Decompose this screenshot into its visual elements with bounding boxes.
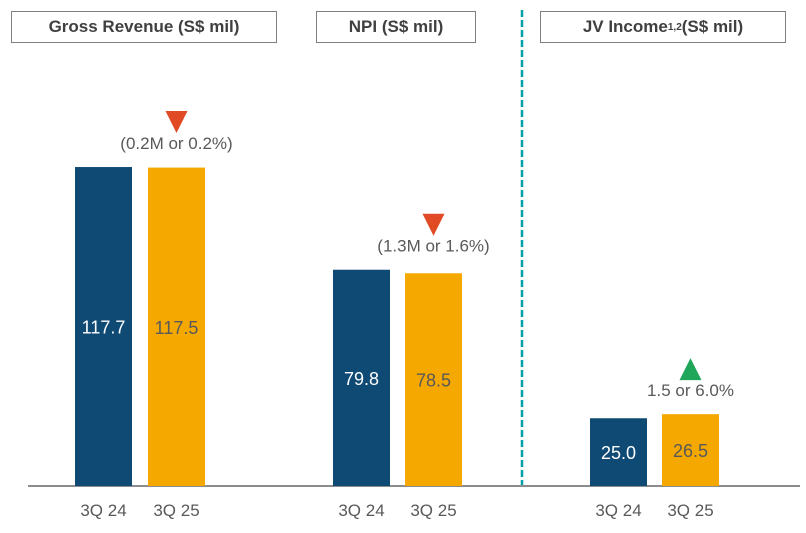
increase-triangle-icon xyxy=(679,358,702,381)
bar-3q25 xyxy=(662,414,719,486)
npi-title: NPI (S$ mil) xyxy=(316,11,476,43)
change-label: (1.3M or 1.6%) xyxy=(377,237,489,256)
bar-3q24 xyxy=(333,269,390,486)
title-text: JV Income xyxy=(582,17,668,36)
jv-income-title: JV Income 1,2 (S$ mil) xyxy=(540,11,786,43)
data-label: 117.5 xyxy=(155,318,199,338)
change-label: 1.5 or 6.0% xyxy=(647,381,734,400)
category-label: 3Q 24 xyxy=(80,501,126,520)
category-label: 3Q 25 xyxy=(667,501,713,520)
data-label: 78.5 xyxy=(416,371,451,391)
category-label: 3Q 25 xyxy=(410,501,456,520)
title-text: Gross Revenue (S$ mil) xyxy=(48,17,240,36)
footnote-ref: 1,2 xyxy=(667,21,682,33)
category-label: 3Q 24 xyxy=(595,501,641,520)
title-text: NPI (S$ mil) xyxy=(348,17,444,36)
data-label: 26.5 xyxy=(673,441,708,461)
bar-3q25 xyxy=(148,167,205,486)
data-label: 25.0 xyxy=(601,443,636,463)
title-suffix: (S$ mil) xyxy=(681,17,744,36)
bar-3q25 xyxy=(405,273,462,486)
decrease-triangle-icon xyxy=(165,111,188,134)
category-label: 3Q 25 xyxy=(153,501,199,520)
data-label: 79.8 xyxy=(344,369,379,389)
change-label: (0.2M or 0.2%) xyxy=(120,134,232,153)
data-label: 117.7 xyxy=(82,318,126,338)
bar-3q24 xyxy=(590,418,647,486)
bar-3q24 xyxy=(75,167,132,486)
category-label: 3Q 24 xyxy=(338,501,384,520)
gross-revenue-title: Gross Revenue (S$ mil) xyxy=(11,11,277,43)
decrease-triangle-icon xyxy=(422,213,445,236)
